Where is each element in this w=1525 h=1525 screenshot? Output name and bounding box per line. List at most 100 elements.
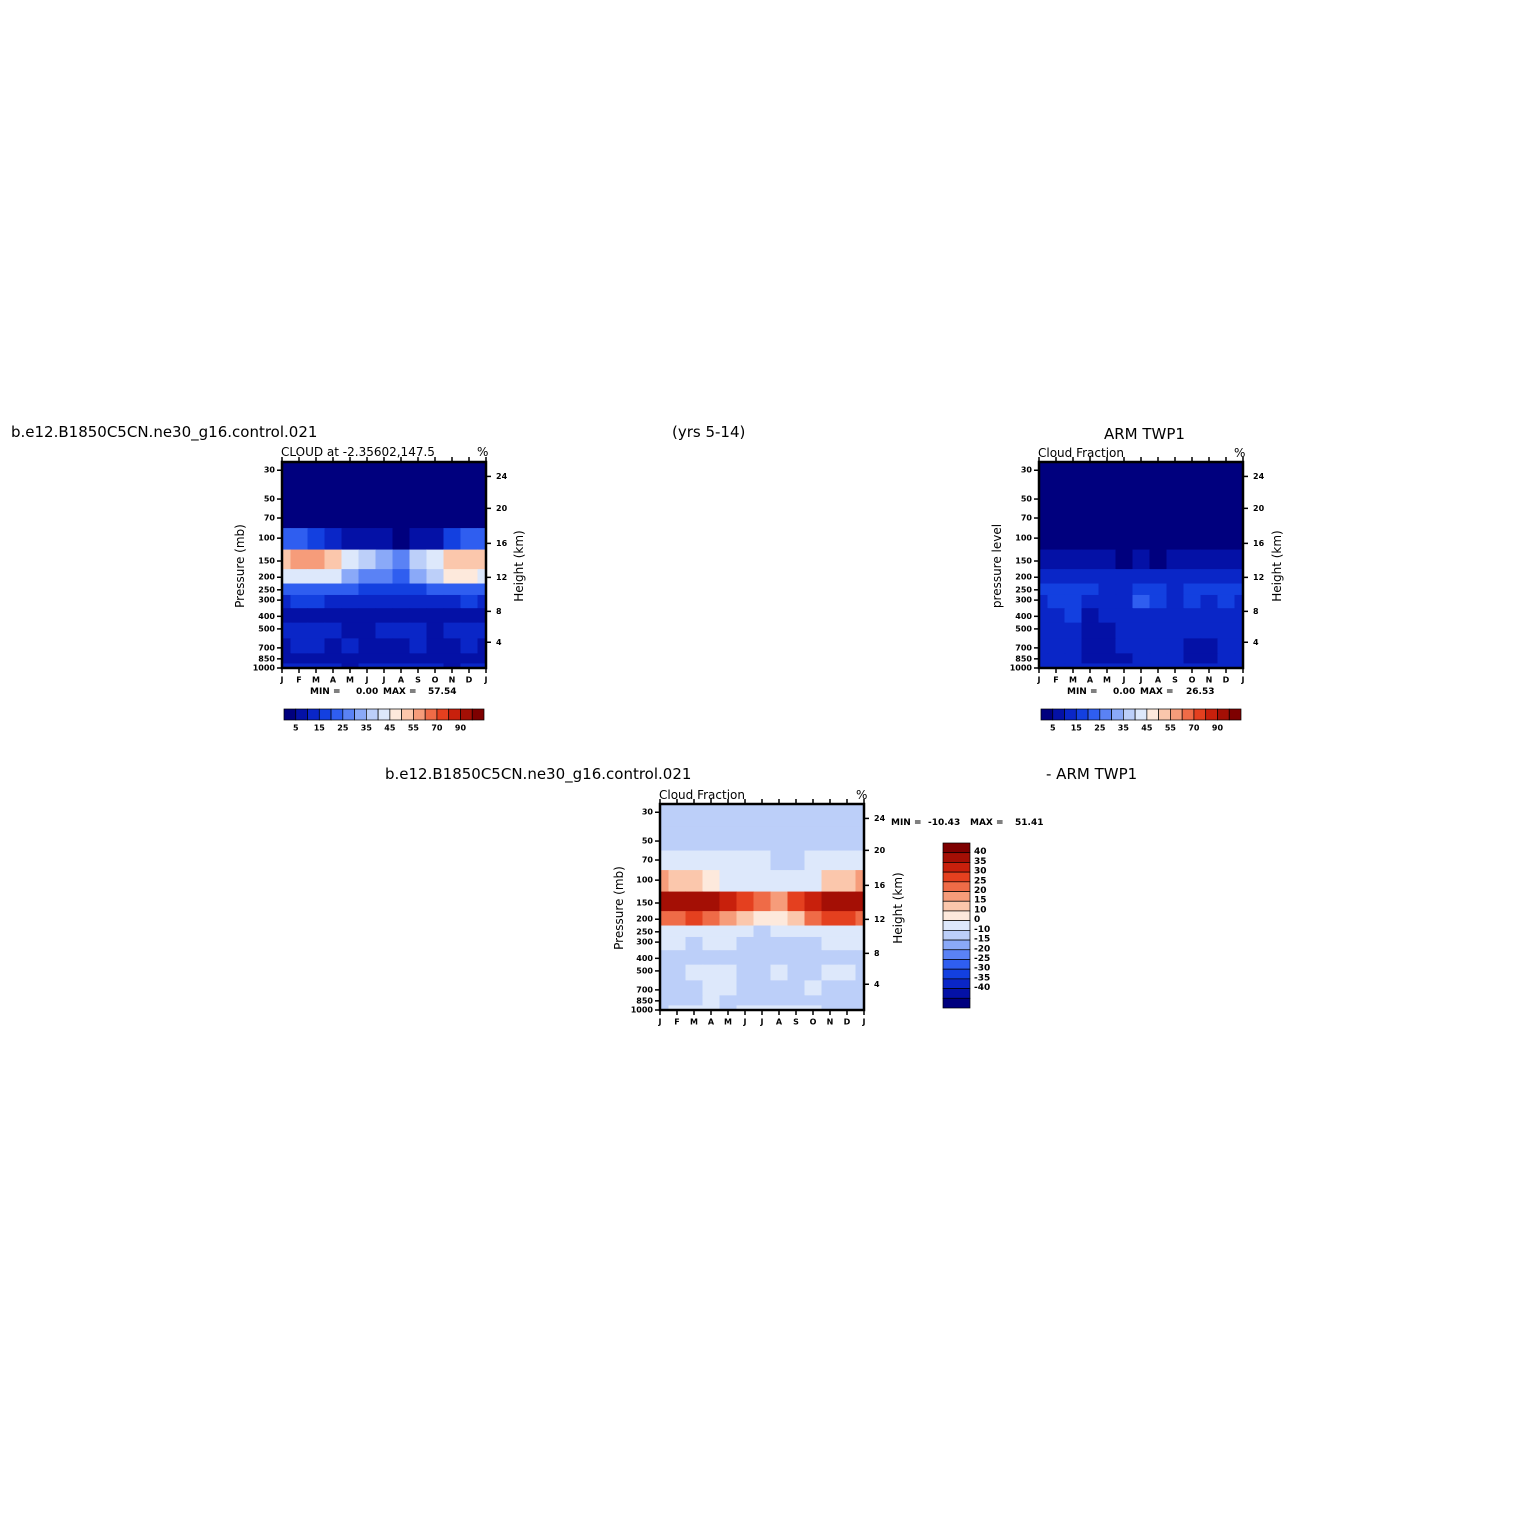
x-tick-label: D [844,1018,851,1027]
contour-cell [1115,583,1134,596]
contour-cell [375,608,394,624]
colorbar-label: 70 [1188,724,1200,733]
colorbar-label: 70 [431,724,443,733]
contour-cell [1047,622,1066,639]
y-tick-right-label: 4 [874,980,880,989]
x-tick-label: S [793,1018,799,1027]
contour-cell [821,870,840,893]
contour-cell [460,653,479,665]
contour-cell [477,583,487,596]
contour-cell [460,569,479,585]
contour-cell [821,850,840,871]
contour-cell [392,653,411,665]
contour-cell [290,638,309,654]
contour-cell [821,964,840,981]
contour-cell [324,653,343,665]
contour-cell [702,891,721,912]
colorbar-swatch [307,708,320,721]
contour-cell [307,608,326,624]
contour-cell [660,980,670,996]
years-label: (yrs 5-14) [672,423,746,441]
contour-cell [1081,549,1100,570]
contour-cell [1166,528,1185,551]
contour-cell [1047,638,1066,654]
x-tick-label: J [658,1018,662,1027]
contour-cell [1217,462,1236,486]
contour-cell [443,594,462,609]
colorbar-swatch [942,930,971,941]
contour-cell [324,663,343,669]
y-tick-right-label: 8 [1253,607,1259,616]
colorbar-label: 15 [974,896,987,906]
contour-cell [1064,508,1083,529]
colorbar-swatch [1099,708,1112,721]
contour-cell [443,622,462,639]
colorbar-label: 90 [455,724,467,733]
y-tick-label: 150 [636,899,653,908]
contour-cell [1098,583,1117,596]
contour-cell [460,622,479,639]
contour-cell [477,508,487,529]
x-tick-label: N [449,676,456,685]
contour-cell [1039,638,1049,654]
colorbar-label: 35 [974,857,987,867]
contour-cell [341,653,360,665]
contour-cell [460,583,479,596]
x-tick-label: J [382,676,386,685]
contour-cell [719,925,738,938]
contour-cell [719,980,738,996]
contour-cell [1047,653,1066,665]
y-tick-label: 850 [636,996,653,1005]
colorbar-label: 35 [1118,724,1130,733]
contour-cell [736,936,755,951]
contour-cell [443,638,462,654]
contour-cell [821,1005,840,1011]
y-tick-right-label: 16 [496,539,508,548]
contour-cell [770,925,789,938]
contour-cell [660,850,670,871]
contour-cell [409,484,428,510]
contour-cell [838,804,857,828]
contour-cell [1149,569,1168,585]
y-tick-right-label: 20 [1253,504,1265,513]
contour-cell [736,870,755,893]
contour-cell [1047,508,1066,529]
contour-cell [426,638,445,654]
y-tick-label: 500 [258,624,275,633]
contour-cell [290,508,309,529]
y-tick-right-label: 12 [496,573,507,582]
contour-cell [736,1005,755,1011]
contour-cell [660,950,670,966]
contour-cell [821,995,840,1007]
contour-cell [324,608,343,624]
y-tick-label: 850 [258,654,275,663]
contour-cell [770,870,789,893]
contour-cell [282,638,292,654]
contour-cell [1149,484,1168,510]
contour-cell [307,638,326,654]
contour-cell [668,850,687,871]
contour-cell [787,891,806,912]
contour-cell [753,964,772,981]
contour-cell [282,569,292,585]
contour-cell [1064,528,1083,551]
contour-cell [409,594,428,609]
colorbar-swatch [413,708,426,721]
contour-cell [375,528,394,551]
contour-cell [855,925,865,938]
contour-cell [341,608,360,624]
contour-cell [668,995,687,1007]
y-tick-right-label: 24 [874,814,886,823]
contour-cell [787,1005,806,1011]
contour-cell [668,891,687,912]
colorbar-swatch [942,910,971,921]
contour-cell [1234,594,1244,609]
contour-cell [426,583,445,596]
colorbar-label: 45 [1141,724,1153,733]
contour-cell [282,462,292,486]
colorbar-label: -40 [974,983,990,993]
contour-cell [1115,638,1134,654]
y-tick-label: 200 [1015,573,1032,582]
contour-cell [753,826,772,852]
x-tick-label: M [1069,676,1077,685]
